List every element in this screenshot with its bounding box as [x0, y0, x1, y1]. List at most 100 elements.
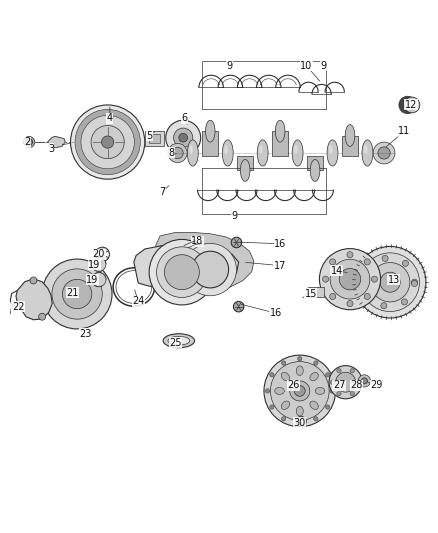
Circle shape [330, 259, 336, 265]
Text: 30: 30 [293, 418, 306, 428]
Circle shape [265, 389, 270, 393]
Circle shape [75, 109, 140, 175]
Circle shape [339, 269, 360, 290]
Text: 26: 26 [287, 380, 300, 390]
Circle shape [347, 252, 353, 258]
Circle shape [322, 276, 328, 282]
Text: 19: 19 [88, 260, 101, 270]
Text: 12: 12 [405, 100, 417, 110]
Text: 4: 4 [107, 113, 113, 123]
Text: 28: 28 [350, 380, 363, 390]
Circle shape [42, 259, 112, 329]
Ellipse shape [281, 401, 290, 409]
Circle shape [382, 255, 388, 262]
Text: 7: 7 [159, 187, 166, 197]
Text: 11: 11 [399, 126, 411, 136]
Circle shape [179, 133, 187, 142]
Ellipse shape [310, 401, 318, 409]
Circle shape [319, 248, 381, 310]
Text: 25: 25 [169, 338, 182, 348]
Circle shape [365, 289, 371, 295]
Ellipse shape [296, 406, 303, 416]
Circle shape [325, 405, 330, 409]
Circle shape [411, 280, 417, 287]
Circle shape [282, 361, 286, 365]
Ellipse shape [329, 145, 332, 154]
Circle shape [192, 251, 229, 288]
Ellipse shape [187, 140, 198, 166]
Text: 5: 5 [146, 131, 152, 141]
Text: 18: 18 [191, 236, 203, 246]
Ellipse shape [294, 145, 297, 154]
Ellipse shape [222, 140, 233, 166]
Circle shape [378, 147, 390, 159]
Circle shape [71, 105, 145, 179]
Circle shape [30, 277, 37, 284]
Ellipse shape [327, 140, 338, 166]
Circle shape [264, 355, 336, 427]
Circle shape [296, 416, 306, 427]
Circle shape [371, 276, 378, 282]
Circle shape [297, 421, 302, 425]
Circle shape [337, 368, 341, 373]
Ellipse shape [310, 159, 320, 181]
Circle shape [166, 120, 201, 155]
Text: 6: 6 [181, 113, 187, 123]
Circle shape [270, 373, 274, 377]
Text: 9: 9 [321, 61, 327, 71]
Ellipse shape [168, 336, 190, 345]
Text: 15: 15 [304, 288, 317, 298]
Circle shape [270, 405, 274, 409]
Circle shape [361, 378, 367, 384]
Text: 21: 21 [67, 288, 79, 298]
Circle shape [231, 237, 242, 248]
Ellipse shape [292, 140, 303, 166]
Circle shape [330, 380, 335, 384]
Ellipse shape [257, 140, 268, 166]
Ellipse shape [240, 159, 250, 181]
Ellipse shape [362, 140, 373, 166]
Circle shape [164, 255, 199, 289]
Polygon shape [202, 131, 218, 157]
Text: 23: 23 [80, 329, 92, 339]
Wedge shape [95, 247, 109, 261]
Text: 17: 17 [274, 261, 286, 271]
Text: 9: 9 [227, 61, 233, 71]
Circle shape [411, 279, 417, 285]
Circle shape [325, 373, 330, 377]
Circle shape [330, 259, 370, 299]
Polygon shape [16, 279, 52, 320]
Text: 19: 19 [86, 274, 99, 285]
Text: 27: 27 [333, 380, 345, 390]
Circle shape [330, 293, 336, 300]
Circle shape [357, 380, 361, 384]
Circle shape [373, 142, 395, 164]
Polygon shape [48, 136, 65, 148]
Polygon shape [342, 135, 358, 157]
Circle shape [294, 385, 305, 397]
Ellipse shape [345, 125, 355, 147]
Text: 16: 16 [270, 308, 282, 318]
Bar [308, 287, 324, 297]
Circle shape [336, 372, 356, 392]
Circle shape [172, 147, 183, 159]
Polygon shape [134, 246, 239, 293]
Ellipse shape [275, 387, 284, 394]
Circle shape [168, 143, 187, 163]
Wedge shape [92, 272, 106, 287]
Text: 13: 13 [388, 274, 400, 285]
Circle shape [173, 128, 193, 147]
Ellipse shape [296, 366, 303, 376]
Circle shape [184, 244, 237, 296]
Text: 20: 20 [93, 249, 105, 259]
Circle shape [81, 115, 134, 169]
Ellipse shape [310, 373, 318, 381]
Circle shape [63, 279, 92, 309]
Ellipse shape [315, 387, 325, 394]
Circle shape [399, 96, 417, 114]
Ellipse shape [189, 145, 193, 154]
Circle shape [381, 303, 387, 309]
Circle shape [364, 293, 370, 300]
Circle shape [156, 247, 207, 297]
Circle shape [365, 268, 371, 274]
